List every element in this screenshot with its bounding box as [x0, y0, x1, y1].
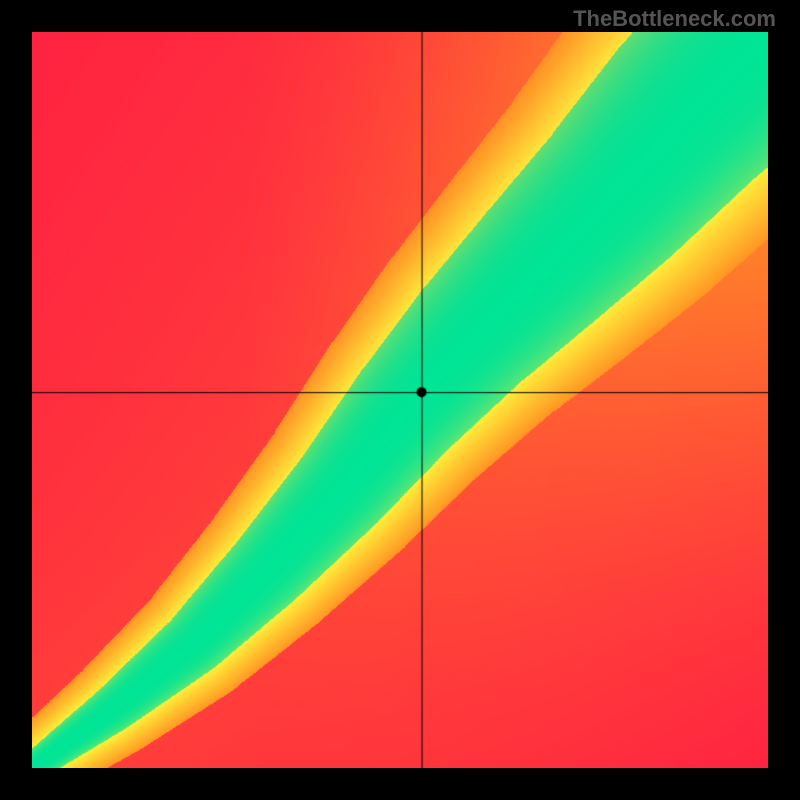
chart-container: TheBottleneck.com	[0, 0, 800, 800]
heatmap-canvas	[32, 32, 768, 768]
watermark-text: TheBottleneck.com	[573, 6, 776, 32]
